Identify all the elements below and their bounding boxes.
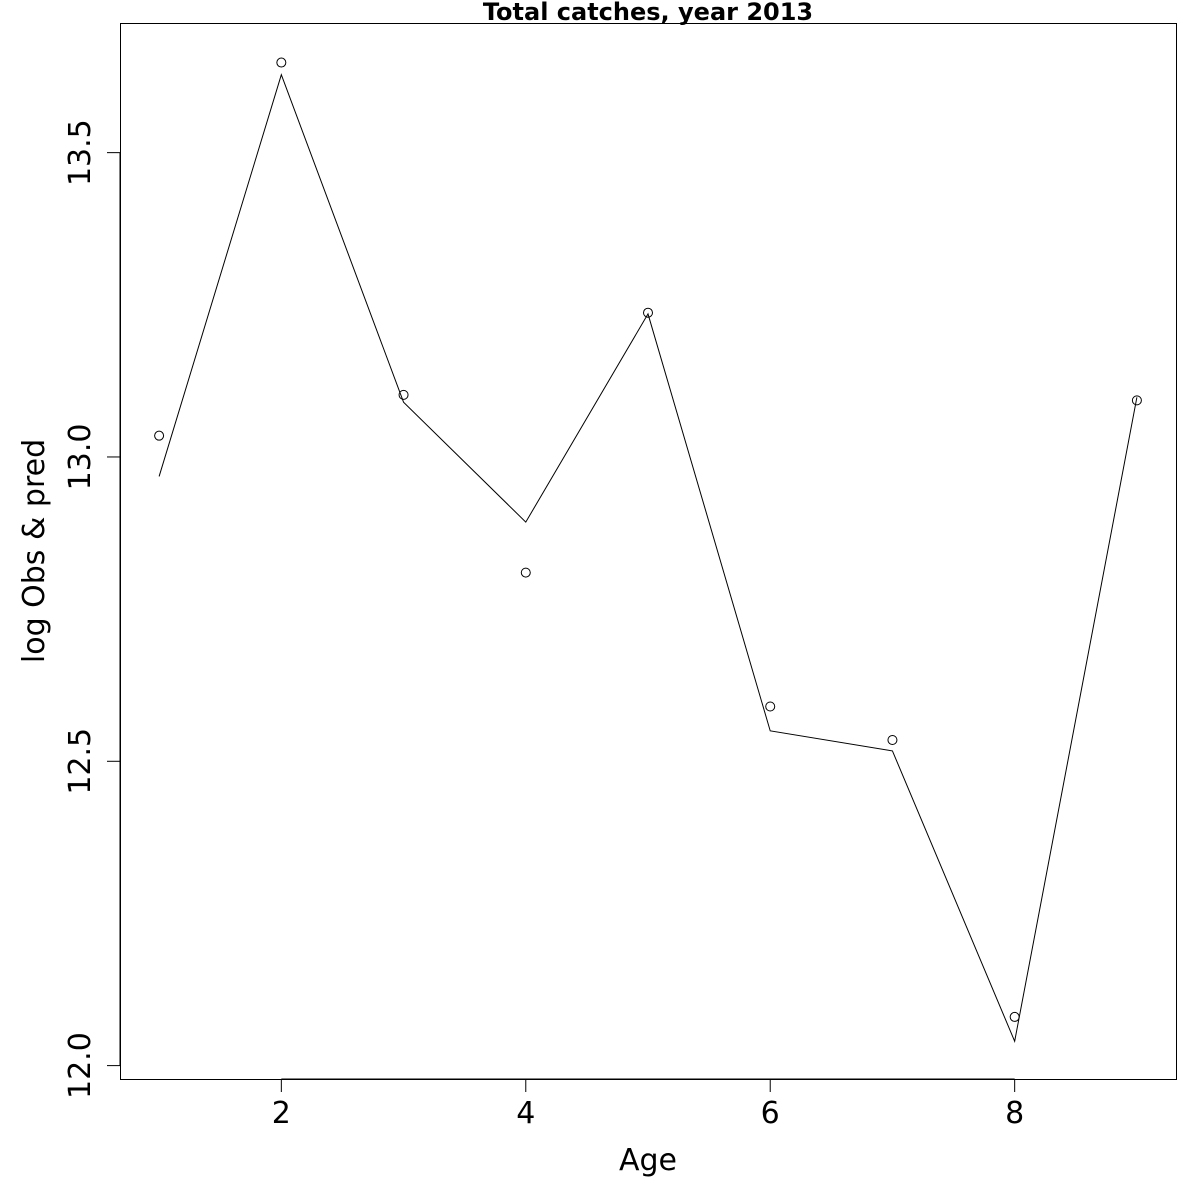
predicted-line: [158, 73, 1138, 1043]
observed-point: [765, 701, 776, 712]
observed-point: [398, 389, 409, 400]
observed-point: [1131, 395, 1142, 406]
plot-frame: [120, 23, 1177, 1080]
observed-point: [520, 567, 531, 578]
y-tick-label: 12.5: [63, 728, 98, 795]
observed-point: [1009, 1011, 1020, 1022]
y-axis-label: log Obs & pred: [17, 439, 52, 663]
observed-point: [276, 57, 287, 68]
observed-point: [887, 734, 898, 745]
x-axis: 2 4 6 8: [272, 1078, 1024, 1131]
chart-title: Total catches, year 2013: [483, 0, 813, 26]
observed-points: [154, 57, 1142, 1022]
x-tick-label: 4: [516, 1096, 535, 1131]
x-tick-label: 8: [1005, 1096, 1024, 1131]
x-axis-label: Age: [619, 1143, 677, 1178]
y-tick-label: 12.0: [63, 1032, 98, 1099]
y-axis: 12.0 12.5 13.0 13.5: [63, 119, 121, 1099]
y-tick-label: 13.0: [63, 424, 98, 491]
x-tick-label: 2: [272, 1096, 291, 1131]
observed-point: [643, 307, 653, 318]
y-tick-label: 13.5: [63, 119, 98, 186]
observed-point: [154, 430, 165, 441]
x-tick-label: 6: [761, 1096, 780, 1131]
